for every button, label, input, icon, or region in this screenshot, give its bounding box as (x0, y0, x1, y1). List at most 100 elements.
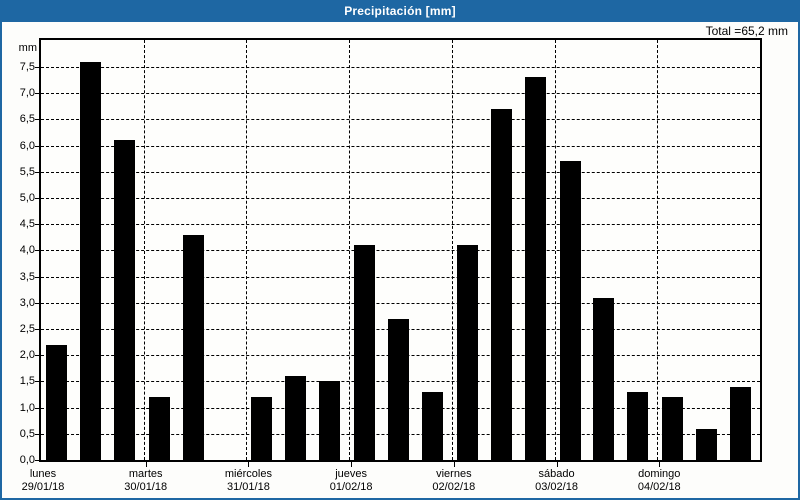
day-boundary-gridline (349, 40, 351, 460)
y-tick-mark (35, 355, 41, 357)
y-gridline (41, 145, 760, 147)
y-axis-unit-label: mm (18, 42, 37, 54)
precipitation-bar (662, 397, 684, 460)
day-boundary-gridline (246, 40, 248, 460)
precipitation-bar (627, 391, 649, 460)
day-name: domingo (638, 468, 681, 480)
y-tick-label: 3,0 (19, 296, 35, 309)
day-name: viernes (436, 468, 472, 480)
precipitation-bar (387, 318, 409, 460)
day-date: 29/01/18 (21, 481, 65, 493)
y-tick-mark (35, 250, 41, 252)
precipitation-bar (730, 386, 752, 460)
y-tick-label: 5,0 (19, 192, 35, 204)
y-tick-label: 4,0 (19, 244, 35, 257)
y-tick-label: 4,5 (19, 218, 35, 231)
y-tick-label: 6,0 (19, 139, 35, 152)
precipitation-bar (593, 297, 615, 460)
y-tick-mark (35, 381, 41, 383)
y-gridline (41, 67, 760, 68)
y-tick-mark (35, 224, 41, 226)
y-tick-label: 2,5 (19, 323, 35, 335)
day-boundary-gridline (143, 40, 145, 460)
day-name: jueves (335, 468, 368, 480)
x-axis-day-label: sábado 03/02/18 (512, 468, 602, 494)
y-tick-mark (35, 302, 41, 304)
x-axis-day-label: martes 30/01/18 (101, 468, 191, 494)
x-axis-day-label: domingo 04/02/18 (614, 468, 704, 494)
y-tick-mark (35, 145, 41, 147)
y-gridline (41, 276, 760, 278)
precipitation-bar (421, 391, 443, 460)
precipitation-bar (251, 397, 273, 460)
x-axis-day-label: viernes 02/02/18 (409, 468, 499, 494)
y-tick-mark (35, 329, 41, 330)
precipitation-bar (148, 397, 170, 460)
precipitation-bar (45, 344, 67, 460)
x-axis-day-label: jueves 01/02/18 (306, 468, 396, 494)
y-gridline (41, 171, 760, 173)
y-tick-label: 2,0 (19, 349, 35, 362)
y-tick-label: 0,5 (19, 427, 35, 440)
precipitation-bar (524, 77, 546, 460)
panel-titlebar: Precipitación [mm] (0, 0, 800, 22)
y-tick-label: 5,5 (19, 165, 35, 178)
day-name: martes (128, 468, 163, 480)
y-tick-label: 3,5 (19, 270, 35, 283)
x-axis-day-label: lunes 29/01/18 (0, 468, 88, 494)
day-boundary-gridline (451, 40, 453, 460)
y-tick-label: 6,5 (19, 113, 35, 126)
y-tick-mark (35, 67, 41, 68)
x-tick-mark (659, 462, 661, 467)
y-tick-mark (35, 407, 41, 409)
day-name: miércoles (224, 468, 272, 480)
day-name: sábado (538, 468, 575, 480)
y-gridline (41, 302, 760, 304)
panel-title: Precipitación [mm] (344, 4, 456, 18)
y-tick-mark (35, 93, 41, 95)
x-tick-mark (453, 462, 455, 467)
precipitation-bar (354, 245, 376, 460)
y-tick-label: 1,0 (19, 401, 35, 414)
y-tick-label: 7,0 (19, 87, 35, 100)
y-gridline (41, 224, 760, 226)
day-date: 04/02/18 (637, 481, 681, 493)
precipitation-bar (696, 428, 718, 460)
day-boundary-gridline (657, 40, 659, 460)
precipitation-bar (182, 234, 204, 460)
y-tick-label: 7,5 (19, 61, 35, 73)
x-axis-day-label: miércoles 31/01/18 (203, 468, 293, 494)
y-tick-mark (35, 433, 41, 435)
precipitation-bar (456, 245, 478, 460)
day-boundary-gridline (554, 40, 556, 460)
x-tick-mark (145, 462, 147, 467)
precipitation-bar (79, 61, 101, 460)
y-tick-label: 0,0 (19, 454, 35, 466)
y-tick-label: 1,5 (19, 375, 35, 388)
x-tick-mark (351, 462, 353, 467)
total-label: Total =65,2 mm (705, 24, 788, 38)
precipitation-bar (490, 108, 512, 460)
y-gridline (41, 250, 760, 252)
precipitation-bar (285, 376, 307, 460)
precipitation-bar (113, 140, 135, 460)
y-gridline (41, 93, 760, 95)
y-tick-mark (35, 460, 41, 461)
y-tick-mark (35, 198, 41, 199)
y-gridline (41, 119, 760, 121)
precipitation-bar (319, 381, 341, 460)
day-date: 02/02/18 (432, 481, 476, 493)
day-name: lunes (29, 468, 57, 480)
y-gridline (41, 198, 760, 199)
y-tick-mark (35, 171, 41, 173)
y-tick-mark (35, 276, 41, 278)
day-date: 01/02/18 (329, 481, 373, 493)
y-tick-mark (35, 119, 41, 121)
day-date: 03/02/18 (535, 481, 578, 493)
day-date: 31/01/18 (227, 481, 270, 493)
day-date: 30/01/18 (124, 481, 168, 493)
x-tick-mark (556, 462, 558, 467)
x-tick-mark (248, 462, 250, 467)
precipitation-bar (559, 161, 581, 460)
